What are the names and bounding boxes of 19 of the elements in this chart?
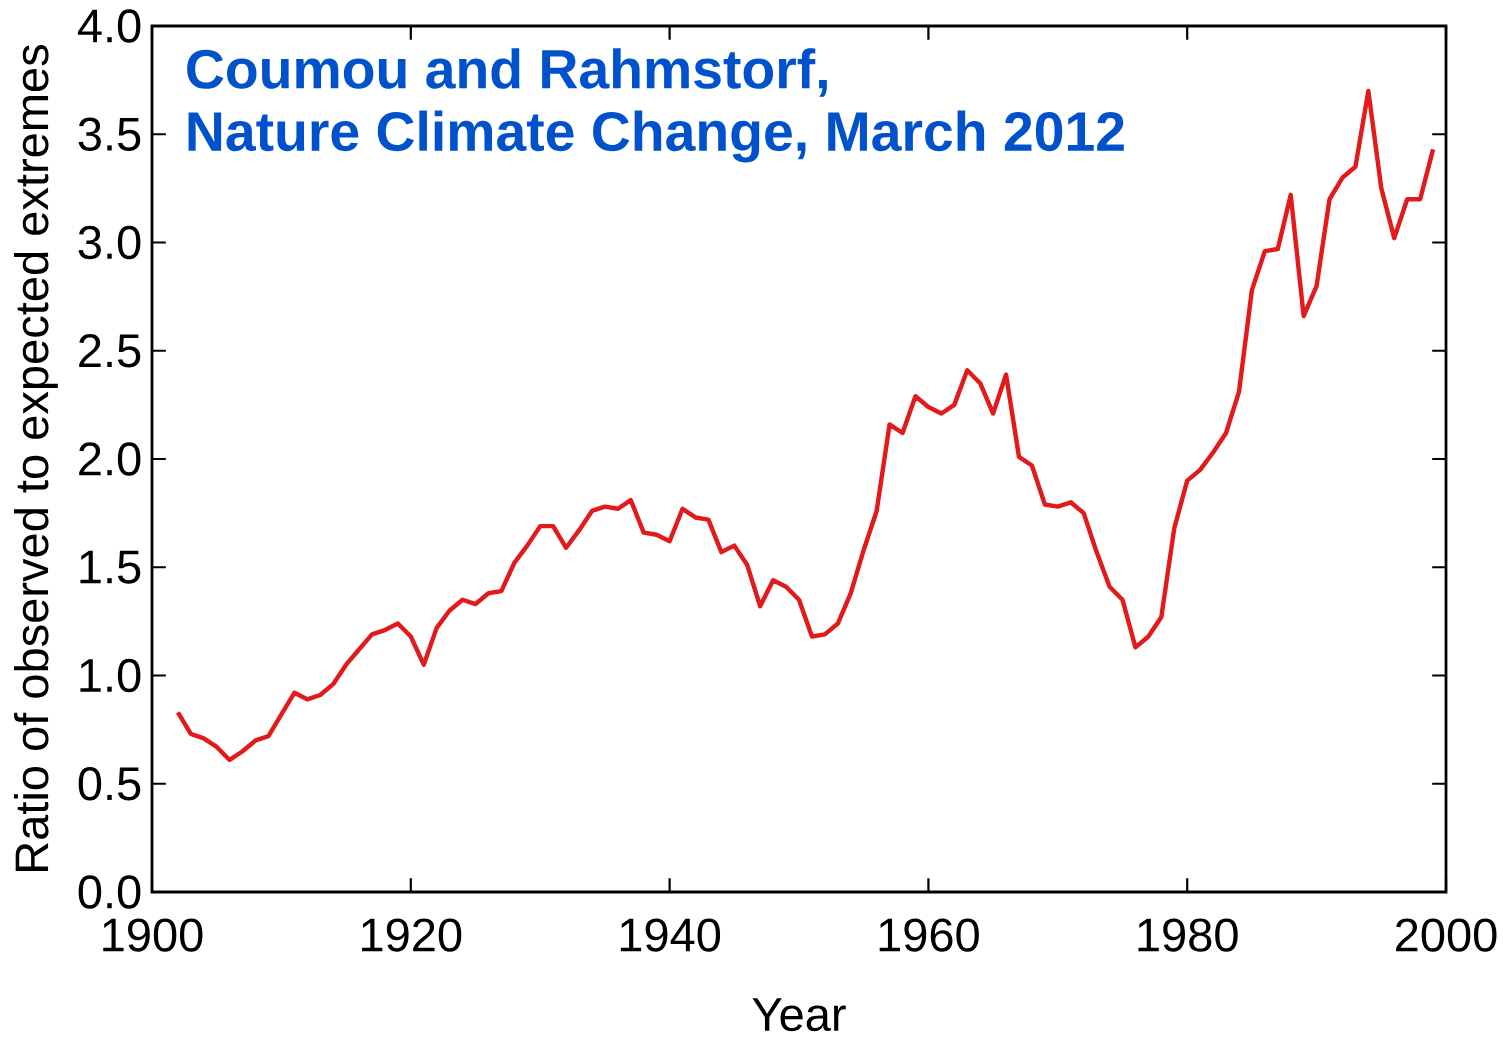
y-tick-label: 2.5: [79, 334, 141, 368]
y-tick-label: 3.0: [78, 225, 141, 260]
y-tick-label: 0.0: [78, 875, 141, 909]
y-tick-label: 4.0: [77, 9, 141, 43]
x-tick-label: 1900: [103, 918, 203, 952]
x-axis-title: Year: [752, 998, 846, 1032]
x-tick-label: 1980: [1138, 918, 1238, 952]
y-tick-label: 1.5: [80, 550, 141, 584]
y-tick-label: 3.5: [78, 117, 141, 151]
y-tick-label: 0.5: [78, 767, 141, 801]
y-tick-label: 1.0: [80, 658, 141, 693]
x-tick-label: 1960: [879, 918, 979, 952]
y-axis-title: Ratio of observed to expected extremes: [13, 45, 58, 871]
x-tick-label: 2000: [1396, 918, 1497, 952]
annotation: Nature Climate Change, March 2012: [188, 110, 1124, 163]
y-tick-label: 2.0: [79, 442, 141, 476]
annotation: Coumou and Rahmstorf,: [187, 48, 827, 97]
x-tick-label: 1920: [362, 918, 462, 952]
x-tick-label: 1940: [620, 918, 721, 952]
